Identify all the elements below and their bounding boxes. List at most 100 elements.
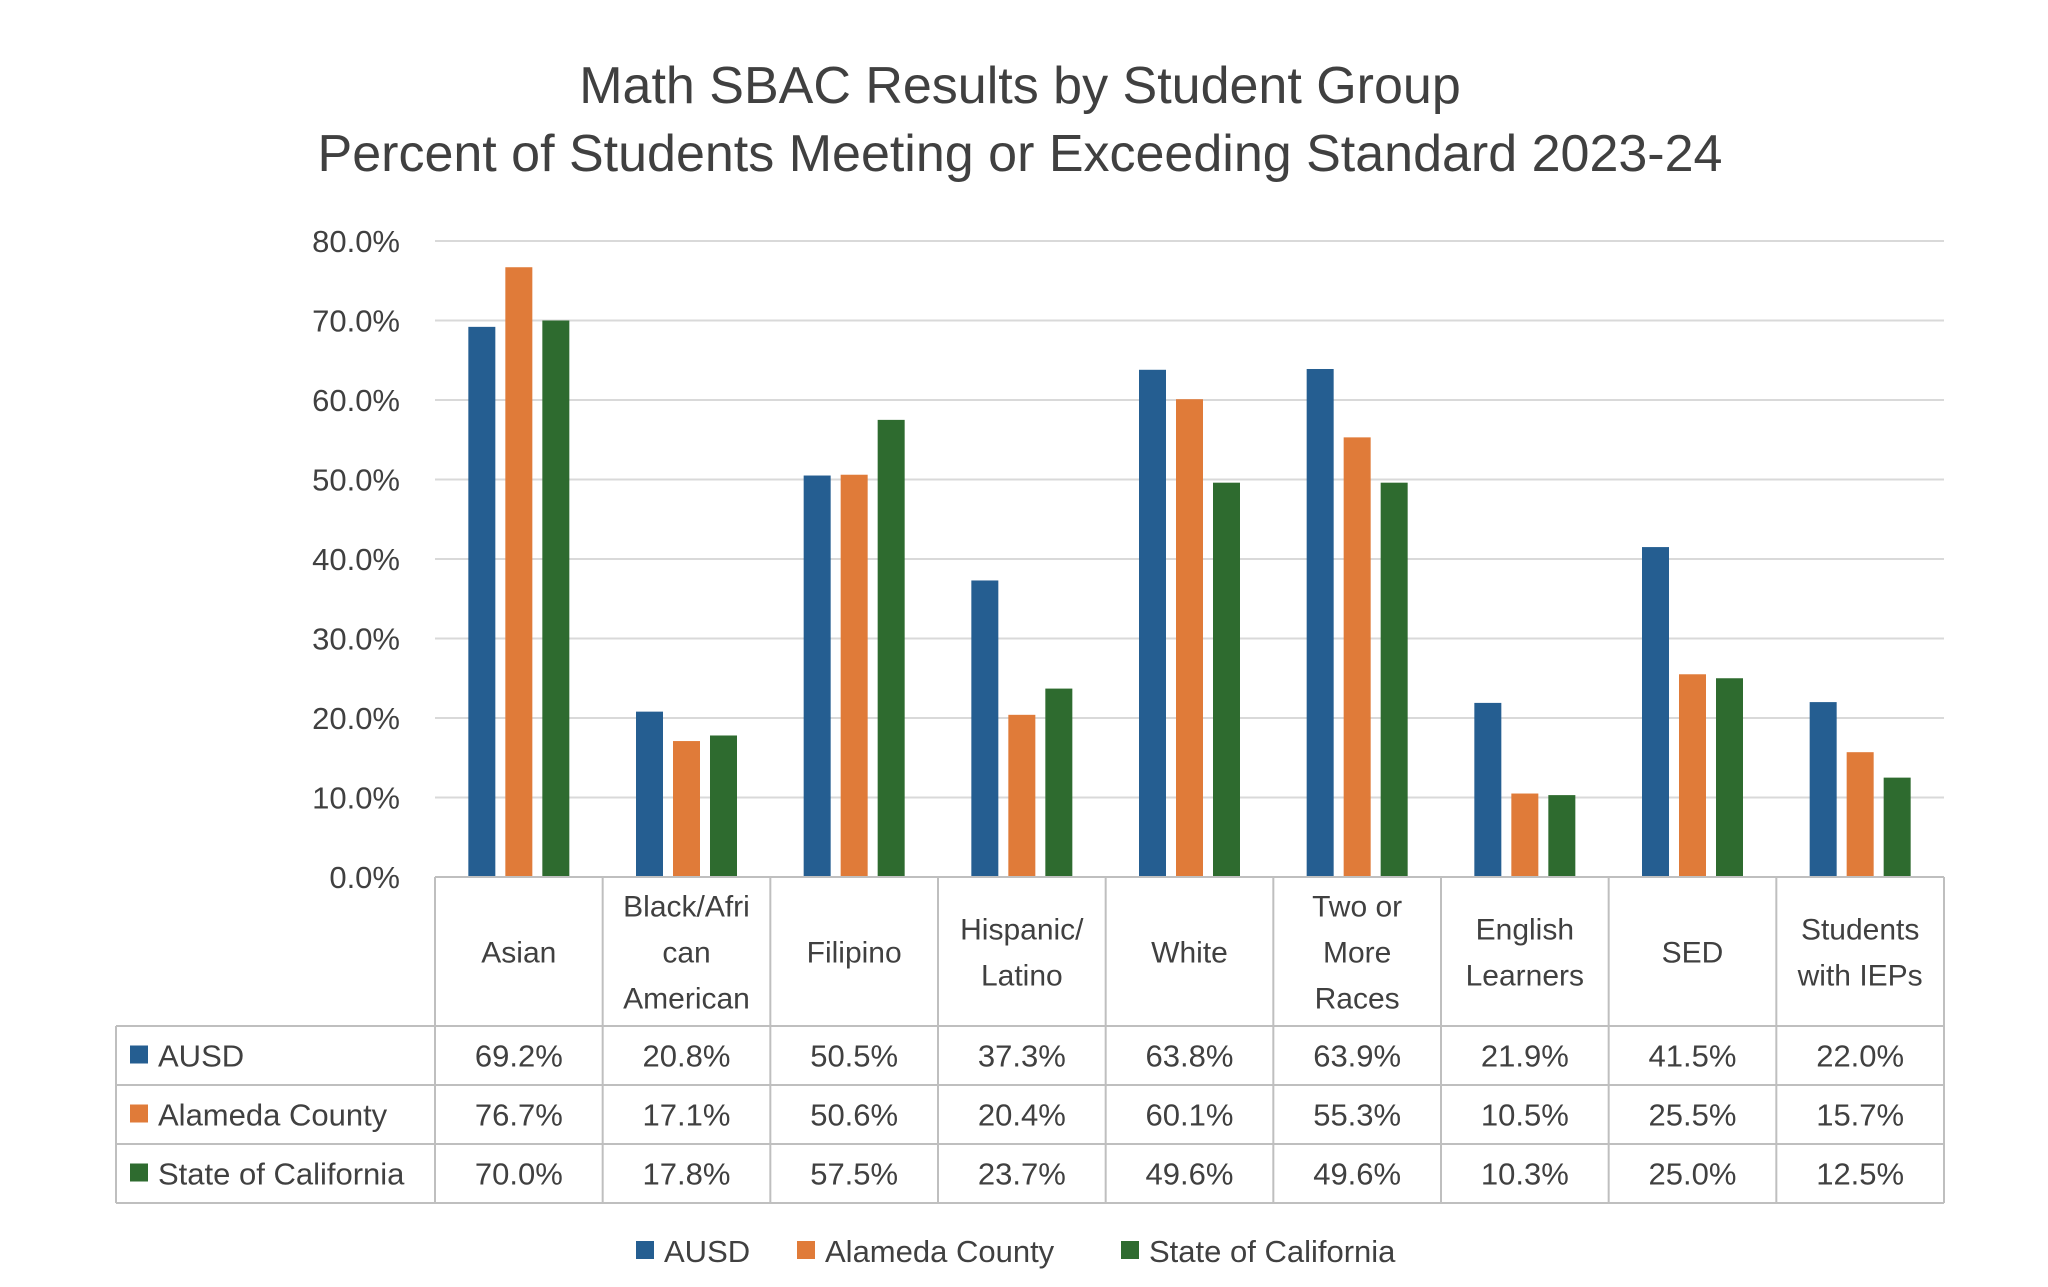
legend-key-ausd: [636, 1241, 654, 1259]
legend: AUSD Alameda County State of California: [636, 1234, 1396, 1269]
cell-ausd-sed: 41.5%: [1649, 1039, 1737, 1074]
bar-alameda-county-sed: [1679, 674, 1706, 877]
cell-alameda-county-white: 60.1%: [1146, 1098, 1234, 1133]
category-label-white-line-1: White: [1151, 937, 1228, 970]
category-label-filipino-line-1: Filipino: [807, 937, 902, 970]
cell-ausd-english-learners: 21.9%: [1481, 1039, 1569, 1074]
cell-ausd-two-or-more-races: 63.9%: [1313, 1039, 1401, 1074]
bar-state-of-california-english-learners: [1548, 795, 1576, 877]
category-label-black-afri-can-american-line-1: Black/Afri: [623, 891, 750, 924]
bar-alameda-county-english-learners: [1511, 793, 1539, 877]
bar-alameda-county-white: [1176, 399, 1203, 877]
y-tick-label-40: 40.0%: [312, 542, 400, 577]
bar-ausd-black-afri-can-american: [636, 711, 663, 877]
bar-state-of-california-sed: [1716, 678, 1743, 877]
bar-alameda-county-black-afri-can-american: [673, 741, 700, 877]
y-tick-label-70: 70.0%: [312, 304, 400, 339]
cell-state-of-california-black-afri-can-american: 17.8%: [643, 1157, 731, 1192]
cell-state-of-california-white: 49.6%: [1146, 1157, 1234, 1192]
cell-ausd-black-afri-can-american: 20.8%: [643, 1039, 731, 1074]
bar-ausd-two-or-more-races: [1306, 368, 1334, 877]
bar-state-of-california-students-with-ieps: [1883, 777, 1911, 877]
cell-ausd-white: 63.8%: [1146, 1039, 1234, 1074]
cell-alameda-county-two-or-more-races: 55.3%: [1313, 1098, 1401, 1133]
y-tick-label-80: 80.0%: [312, 224, 400, 259]
bar-alameda-county-two-or-more-races: [1343, 437, 1371, 877]
cell-state-of-california-two-or-more-races: 49.6%: [1313, 1157, 1401, 1192]
legend-label-state-of-california: State of California: [1149, 1234, 1396, 1269]
bar-state-of-california-two-or-more-races: [1380, 482, 1408, 877]
bar-ausd-white: [1139, 369, 1166, 877]
bar-state-of-california-asian: [542, 320, 570, 877]
y-tick-label-0: 0.0%: [329, 860, 400, 895]
data-table: Asian Black/Afri can American Filipino Hispan…: [115, 876, 1945, 1204]
category-label-hispanic-latino-line-2: Latino: [981, 960, 1063, 993]
chart-title-line-1: Math SBAC Results by Student Group: [579, 57, 1461, 115]
legend-label-alameda-county: Alameda County: [825, 1234, 1055, 1269]
row-key-ausd: [130, 1045, 148, 1064]
cell-state-of-california-sed: 25.0%: [1649, 1157, 1737, 1192]
y-axis-ticks: 0.0% 10.0% 20.0% 30.0% 40.0% 50.0% 60.0% 70.0% 8…: [312, 224, 400, 895]
y-tick-label-50: 50.0%: [312, 463, 400, 498]
cell-alameda-county-english-learners: 10.5%: [1481, 1098, 1569, 1133]
category-label-black-afri-can-american-line-2: can: [662, 937, 710, 970]
cell-state-of-california-students-with-ieps: 12.5%: [1816, 1157, 1904, 1192]
cell-ausd-filipino: 50.5%: [810, 1039, 898, 1074]
bar-state-of-california-hispanic-latino: [1045, 688, 1073, 877]
category-label-english-learners-line-1: English: [1476, 914, 1574, 947]
bar-state-of-california-black-afri-can-american: [710, 735, 737, 877]
cell-state-of-california-asian: 70.0%: [475, 1157, 563, 1192]
category-label-two-or-more-races-line-1: Two or: [1312, 891, 1402, 924]
bar-alameda-county-asian: [505, 267, 533, 877]
category-label-two-or-more-races-line-2: More: [1323, 937, 1391, 970]
cell-ausd-asian: 69.2%: [475, 1039, 563, 1074]
cell-alameda-county-sed: 25.5%: [1649, 1098, 1737, 1133]
bars: [468, 267, 1911, 877]
chart-title-line-2: Percent of Students Meeting or Exceeding…: [318, 125, 1723, 183]
cell-alameda-county-students-with-ieps: 15.7%: [1816, 1098, 1904, 1133]
bar-state-of-california-filipino: [877, 419, 905, 877]
legend-key-alameda-county: [797, 1241, 815, 1259]
cell-ausd-hispanic-latino: 37.3%: [978, 1039, 1066, 1074]
bar-alameda-county-hispanic-latino: [1008, 714, 1036, 877]
category-label-black-afri-can-american-line-3: American: [623, 983, 750, 1016]
cell-state-of-california-hispanic-latino: 23.7%: [978, 1157, 1066, 1192]
legend-label-ausd: AUSD: [664, 1234, 750, 1269]
y-tick-label-30: 30.0%: [312, 622, 400, 657]
category-label-asian-line-1: Asian: [481, 937, 556, 970]
cell-state-of-california-filipino: 57.5%: [810, 1157, 898, 1192]
bar-ausd-sed: [1642, 547, 1669, 877]
category-label-two-or-more-races-line-3: Races: [1315, 983, 1400, 1016]
category-label-hispanic-latino-line-1: Hispanic/: [960, 914, 1084, 947]
legend-key-state-of-california: [1121, 1241, 1139, 1259]
y-tick-label-10: 10.0%: [312, 781, 400, 816]
bar-alameda-county-filipino: [840, 474, 868, 877]
y-tick-label-60: 60.0%: [312, 383, 400, 418]
category-label-sed-line-1: SED: [1662, 937, 1724, 970]
row-label-state-of-california: State of California: [158, 1157, 405, 1192]
row-label-ausd: AUSD: [158, 1039, 244, 1074]
bar-state-of-california-white: [1213, 482, 1240, 877]
category-label-students-with-ieps-line-1: Students: [1801, 914, 1919, 947]
cell-alameda-county-hispanic-latino: 20.4%: [978, 1098, 1066, 1133]
cell-alameda-county-filipino: 50.6%: [810, 1098, 898, 1133]
cell-ausd-students-with-ieps: 22.0%: [1816, 1039, 1904, 1074]
row-label-alameda-county: Alameda County: [158, 1098, 388, 1133]
bar-ausd-english-learners: [1474, 702, 1502, 877]
row-key-state-of-california: [130, 1163, 148, 1182]
bar-ausd-filipino: [803, 475, 831, 877]
bar-ausd-hispanic-latino: [971, 580, 999, 877]
category-label-students-with-ieps-line-2: with IEPs: [1797, 960, 1923, 993]
bar-ausd-students-with-ieps: [1809, 702, 1837, 877]
bar-ausd-asian: [468, 326, 496, 877]
category-label-english-learners-line-2: Learners: [1466, 960, 1584, 993]
row-key-alameda-county: [130, 1104, 148, 1123]
cell-alameda-county-black-afri-can-american: 17.1%: [643, 1098, 731, 1133]
y-tick-label-20: 20.0%: [312, 701, 400, 736]
bar-alameda-county-students-with-ieps: [1846, 752, 1874, 877]
cell-state-of-california-english-learners: 10.3%: [1481, 1157, 1569, 1192]
chart-title: Math SBAC Results by Student Group Percen…: [318, 57, 1723, 183]
cell-alameda-county-asian: 76.7%: [475, 1098, 563, 1133]
